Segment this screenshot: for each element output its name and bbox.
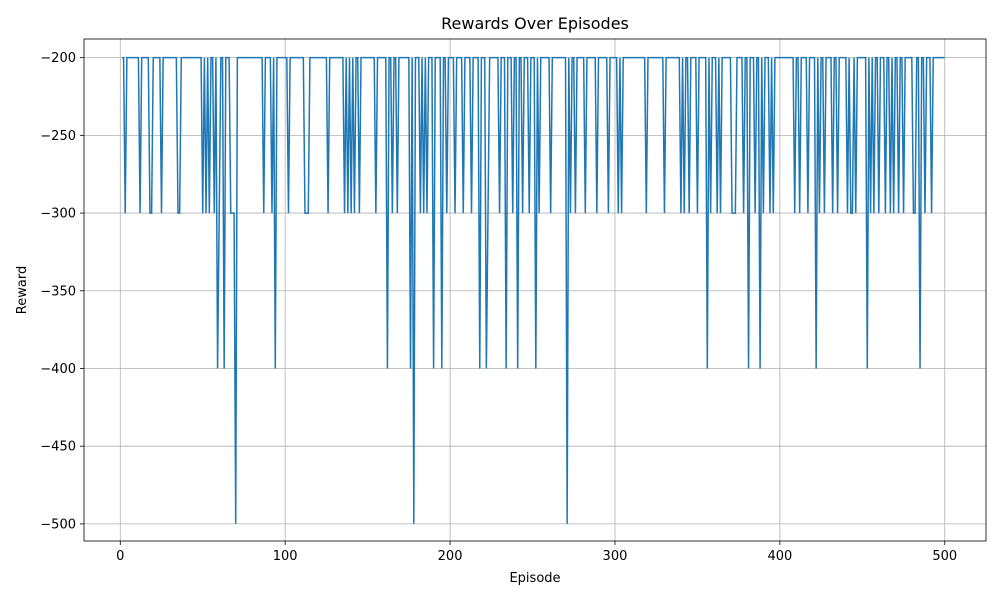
y-tick-label: −350: [40, 284, 76, 299]
y-tick-label: −200: [40, 51, 76, 66]
x-tick-label: 100: [273, 549, 298, 564]
x-axis-label: Episode: [509, 571, 560, 586]
series-line-reward: [121, 56, 945, 524]
y-tick-label: −250: [40, 129, 76, 144]
x-tick-label: 400: [767, 549, 792, 564]
y-tick-label: −300: [40, 207, 76, 222]
x-tick-label: 500: [932, 549, 957, 564]
tick-layer: 0 100 200 300 400 500 −500 −450 −400 −350 −300 −250…: [40, 51, 957, 564]
x-tick-label: 0: [116, 549, 124, 564]
y-axis-label: Reward: [15, 266, 30, 314]
plot-area: [121, 56, 945, 524]
x-tick-label: 300: [603, 549, 628, 564]
y-tick-label: −500: [40, 517, 76, 532]
plot-frame: [83, 38, 987, 542]
y-tick-label: −450: [40, 440, 76, 455]
chart-title: Rewards Over Episodes: [441, 14, 629, 33]
y-tick-label: −400: [40, 362, 76, 377]
x-tick-label: 200: [438, 549, 463, 564]
